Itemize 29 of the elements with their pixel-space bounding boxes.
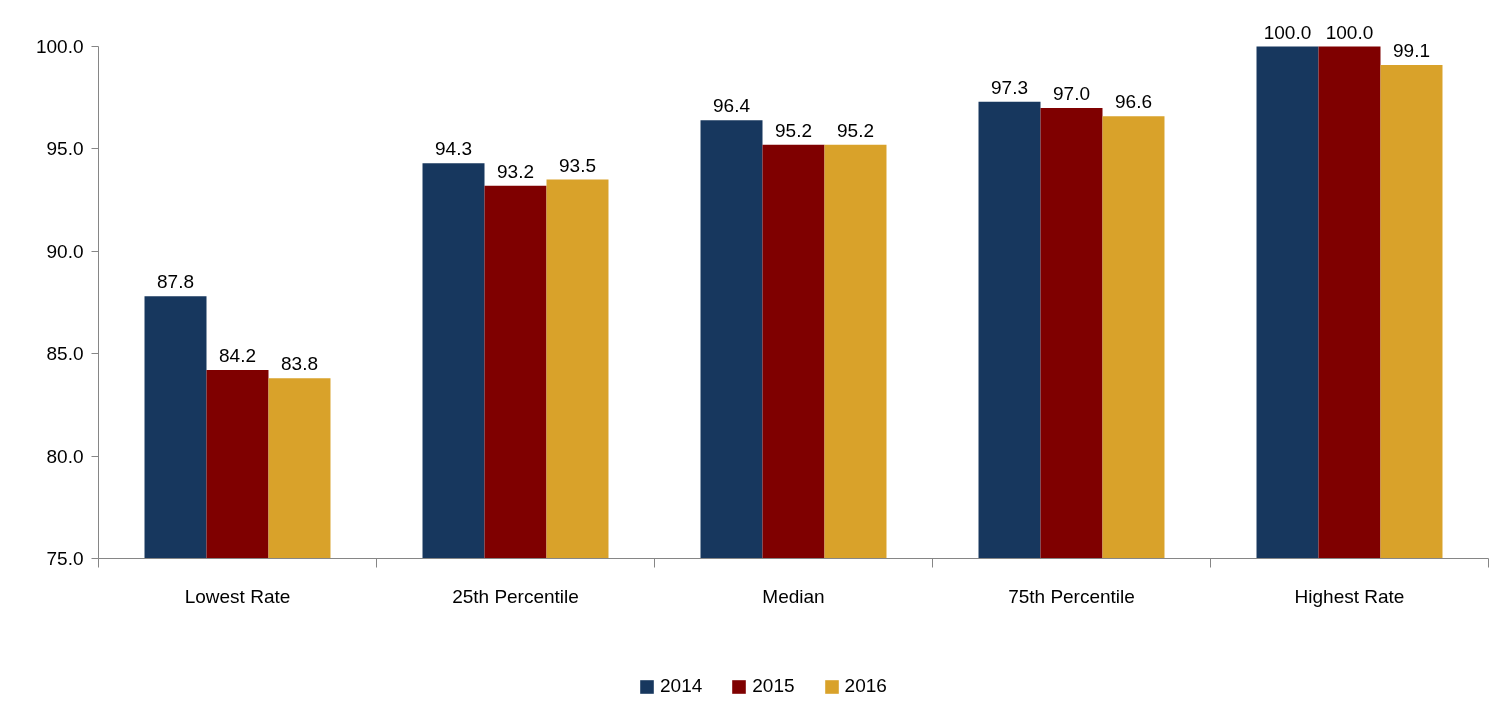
y-tick-label: 75.0	[46, 548, 84, 569]
data-label: 94.3	[435, 138, 472, 160]
data-label: 95.2	[775, 119, 812, 141]
data-label: 93.5	[559, 154, 596, 176]
x-tick-label: Lowest Rate	[184, 585, 291, 607]
y-tick-label: 85.0	[46, 343, 84, 365]
y-tick-label: 90.0	[46, 240, 84, 262]
data-label: 84.2	[219, 345, 256, 367]
y-tick-label: 95.0	[46, 138, 84, 160]
y-tick-label: 80.0	[46, 445, 84, 467]
data-label: 99.1	[1393, 39, 1430, 61]
legend-label: 2016	[844, 675, 887, 697]
data-label: 96.6	[1115, 91, 1152, 113]
data-label: 97.3	[991, 76, 1028, 98]
data-label: 95.2	[837, 119, 874, 141]
data-label: 100.0	[1263, 21, 1312, 43]
data-label: 97.0	[1053, 82, 1090, 104]
legend-label: 2014	[660, 675, 703, 697]
data-label: 100.0	[1325, 21, 1374, 43]
x-tick-label: Median	[762, 585, 825, 607]
x-tick-label: 75th Percentile	[1008, 585, 1135, 607]
data-label: 87.8	[157, 271, 194, 293]
x-tick-label: 25th Percentile	[452, 585, 579, 607]
data-label: 83.8	[281, 353, 318, 375]
legend-label: 2015	[752, 675, 795, 697]
y-tick-label: 100.0	[35, 36, 84, 57]
data-label: 93.2	[497, 160, 534, 182]
data-label: 96.4	[713, 95, 751, 117]
x-tick-label: Highest Rate	[1294, 585, 1405, 607]
